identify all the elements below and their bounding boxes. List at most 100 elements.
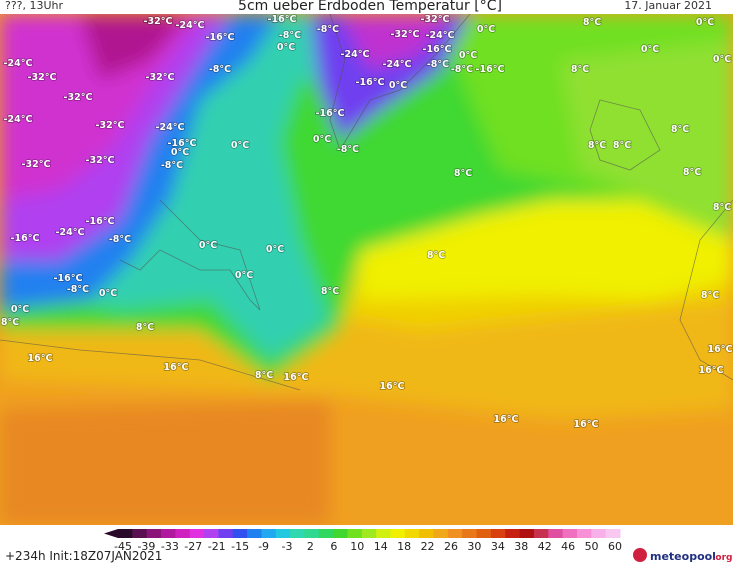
colorbar-segment bbox=[347, 529, 363, 538]
colorbar-segment bbox=[548, 529, 564, 538]
contour-label: -24°C bbox=[176, 20, 205, 31]
contour-label: -16°C bbox=[316, 108, 345, 119]
contour-label: -24°C bbox=[56, 227, 85, 238]
contour-label: -16°C bbox=[86, 216, 115, 227]
colorbar-segment bbox=[605, 529, 621, 538]
contour-label: 0°C bbox=[313, 134, 331, 145]
contour-label: -32°C bbox=[64, 92, 93, 103]
contour-label: -32°C bbox=[86, 155, 115, 166]
colorbar-tick-label: 6 bbox=[330, 540, 337, 553]
contour-label: -16°C bbox=[54, 273, 83, 284]
contour-label: -24°C bbox=[383, 59, 412, 70]
contour-label: 0°C bbox=[266, 244, 284, 255]
contour-label: 8°C bbox=[321, 286, 339, 297]
contour-label: -16°C bbox=[268, 14, 297, 25]
contour-label: 16°C bbox=[699, 365, 724, 376]
colorbar-segment bbox=[447, 529, 463, 538]
colorbar-tick-label: -9 bbox=[258, 540, 269, 553]
contour-label: -8°C bbox=[67, 284, 89, 295]
contour-label: -32°C bbox=[391, 29, 420, 40]
contour-label: -24°C bbox=[4, 58, 33, 69]
colorbar-tick-label: 22 bbox=[421, 540, 435, 553]
colorbar-tick-label: 50 bbox=[585, 540, 599, 553]
contour-label: -32°C bbox=[146, 72, 175, 83]
contour-label: 0°C bbox=[277, 42, 295, 53]
colorbar-tick-label: 38 bbox=[514, 540, 528, 553]
contour-label: -32°C bbox=[421, 14, 450, 25]
contour-label: 8°C bbox=[255, 370, 273, 381]
colorbar-segment bbox=[505, 529, 521, 538]
contour-label: 16°C bbox=[380, 381, 405, 392]
contour-label: -32°C bbox=[22, 159, 51, 170]
colorbar-tick-label: -45 bbox=[114, 540, 132, 553]
colorbar-segment bbox=[218, 529, 234, 538]
contour-label: 8°C bbox=[613, 140, 631, 151]
colorbar-tick-label: -27 bbox=[184, 540, 202, 553]
contour-label: -8°C bbox=[317, 24, 339, 35]
colorbar-segment bbox=[404, 529, 420, 538]
contour-label: 0°C bbox=[231, 140, 249, 151]
contour-label: -32°C bbox=[96, 120, 125, 131]
colorbar-segment bbox=[146, 529, 162, 538]
contour-label: 8°C bbox=[427, 250, 445, 261]
contour-label: -32°C bbox=[144, 16, 173, 27]
contour-label: 0°C bbox=[389, 80, 407, 91]
contour-label: 8°C bbox=[683, 167, 701, 178]
colorbar-tick-label: 18 bbox=[397, 540, 411, 553]
contour-label: 0°C bbox=[199, 240, 217, 251]
contour-label: 0°C bbox=[477, 24, 495, 35]
contour-label: -16°C bbox=[356, 77, 385, 88]
colorbar-segment bbox=[247, 529, 262, 538]
contour-label: -8°C bbox=[427, 59, 449, 70]
colorbar-segment bbox=[591, 529, 607, 538]
temperature-field bbox=[0, 14, 733, 525]
contour-label: 0°C bbox=[99, 288, 117, 299]
colorbar-tick-label: -39 bbox=[137, 540, 155, 553]
colorbar-tick-label: -33 bbox=[161, 540, 179, 553]
run-info: +234h Init:18Z07JAN2021 bbox=[5, 549, 162, 563]
colorbar-segment bbox=[232, 529, 248, 538]
colorbar-segment bbox=[376, 529, 392, 538]
contour-label: 8°C bbox=[701, 290, 719, 301]
contour-label: 0°C bbox=[459, 50, 477, 61]
contour-label: 0°C bbox=[235, 270, 253, 281]
colorbar-segment bbox=[275, 529, 291, 538]
colorbar-segment bbox=[576, 529, 592, 538]
logo-text: meteopool bbox=[650, 550, 716, 563]
contour-label: -8°C bbox=[161, 160, 183, 171]
contour-label: -8°C bbox=[337, 144, 359, 155]
colorbar-tick-label: -3 bbox=[282, 540, 293, 553]
contour-label: -8°C bbox=[279, 30, 301, 41]
colorbar-tick-label: 14 bbox=[374, 540, 388, 553]
contour-label: 16°C bbox=[574, 419, 599, 430]
contour-label: 0°C bbox=[11, 304, 29, 315]
colorbar-tick-label: 2 bbox=[307, 540, 314, 553]
header-date: 17. Januar 2021 bbox=[624, 0, 712, 12]
contour-label: 8°C bbox=[713, 202, 731, 213]
logo-icon bbox=[633, 548, 647, 562]
colorbar-segment bbox=[132, 529, 148, 538]
colorbar-segment bbox=[261, 529, 277, 538]
logo-suffix: .org bbox=[712, 553, 732, 563]
colorbar-tick-label: -15 bbox=[231, 540, 249, 553]
colorbar-tick-label: 60 bbox=[608, 540, 622, 553]
colorbar-tick-label: 26 bbox=[444, 540, 458, 553]
colorbar-tick-label: 34 bbox=[491, 540, 505, 553]
colorbar-tick-label: 10 bbox=[350, 540, 364, 553]
contour-label: -8°C bbox=[209, 64, 231, 75]
map-title: 5cm ueber Erdboden Temperatur [°C] bbox=[238, 0, 502, 14]
colorbar-segment bbox=[562, 529, 578, 538]
colorbar-cap bbox=[104, 529, 118, 538]
colorbar-segment bbox=[361, 529, 377, 538]
colorbar-tick-label: 30 bbox=[467, 540, 481, 553]
contour-labels: -32°C -24°C-16°C-16°C -8°C-8°C0°C-32°C-32°… bbox=[0, 13, 733, 431]
colorbar: -45 -39 -33 -27 -21 -15 -9 -3 2 6 10 14 18 22 26 30 34 38… bbox=[104, 529, 622, 553]
contour-label: 8°C bbox=[571, 64, 589, 75]
contour-label: -16°C bbox=[168, 138, 197, 149]
contour-label: -8°C bbox=[109, 234, 131, 245]
contour-label: 8°C bbox=[454, 168, 472, 179]
colorbar-segment bbox=[419, 529, 435, 538]
contour-label: 0°C bbox=[713, 54, 731, 65]
